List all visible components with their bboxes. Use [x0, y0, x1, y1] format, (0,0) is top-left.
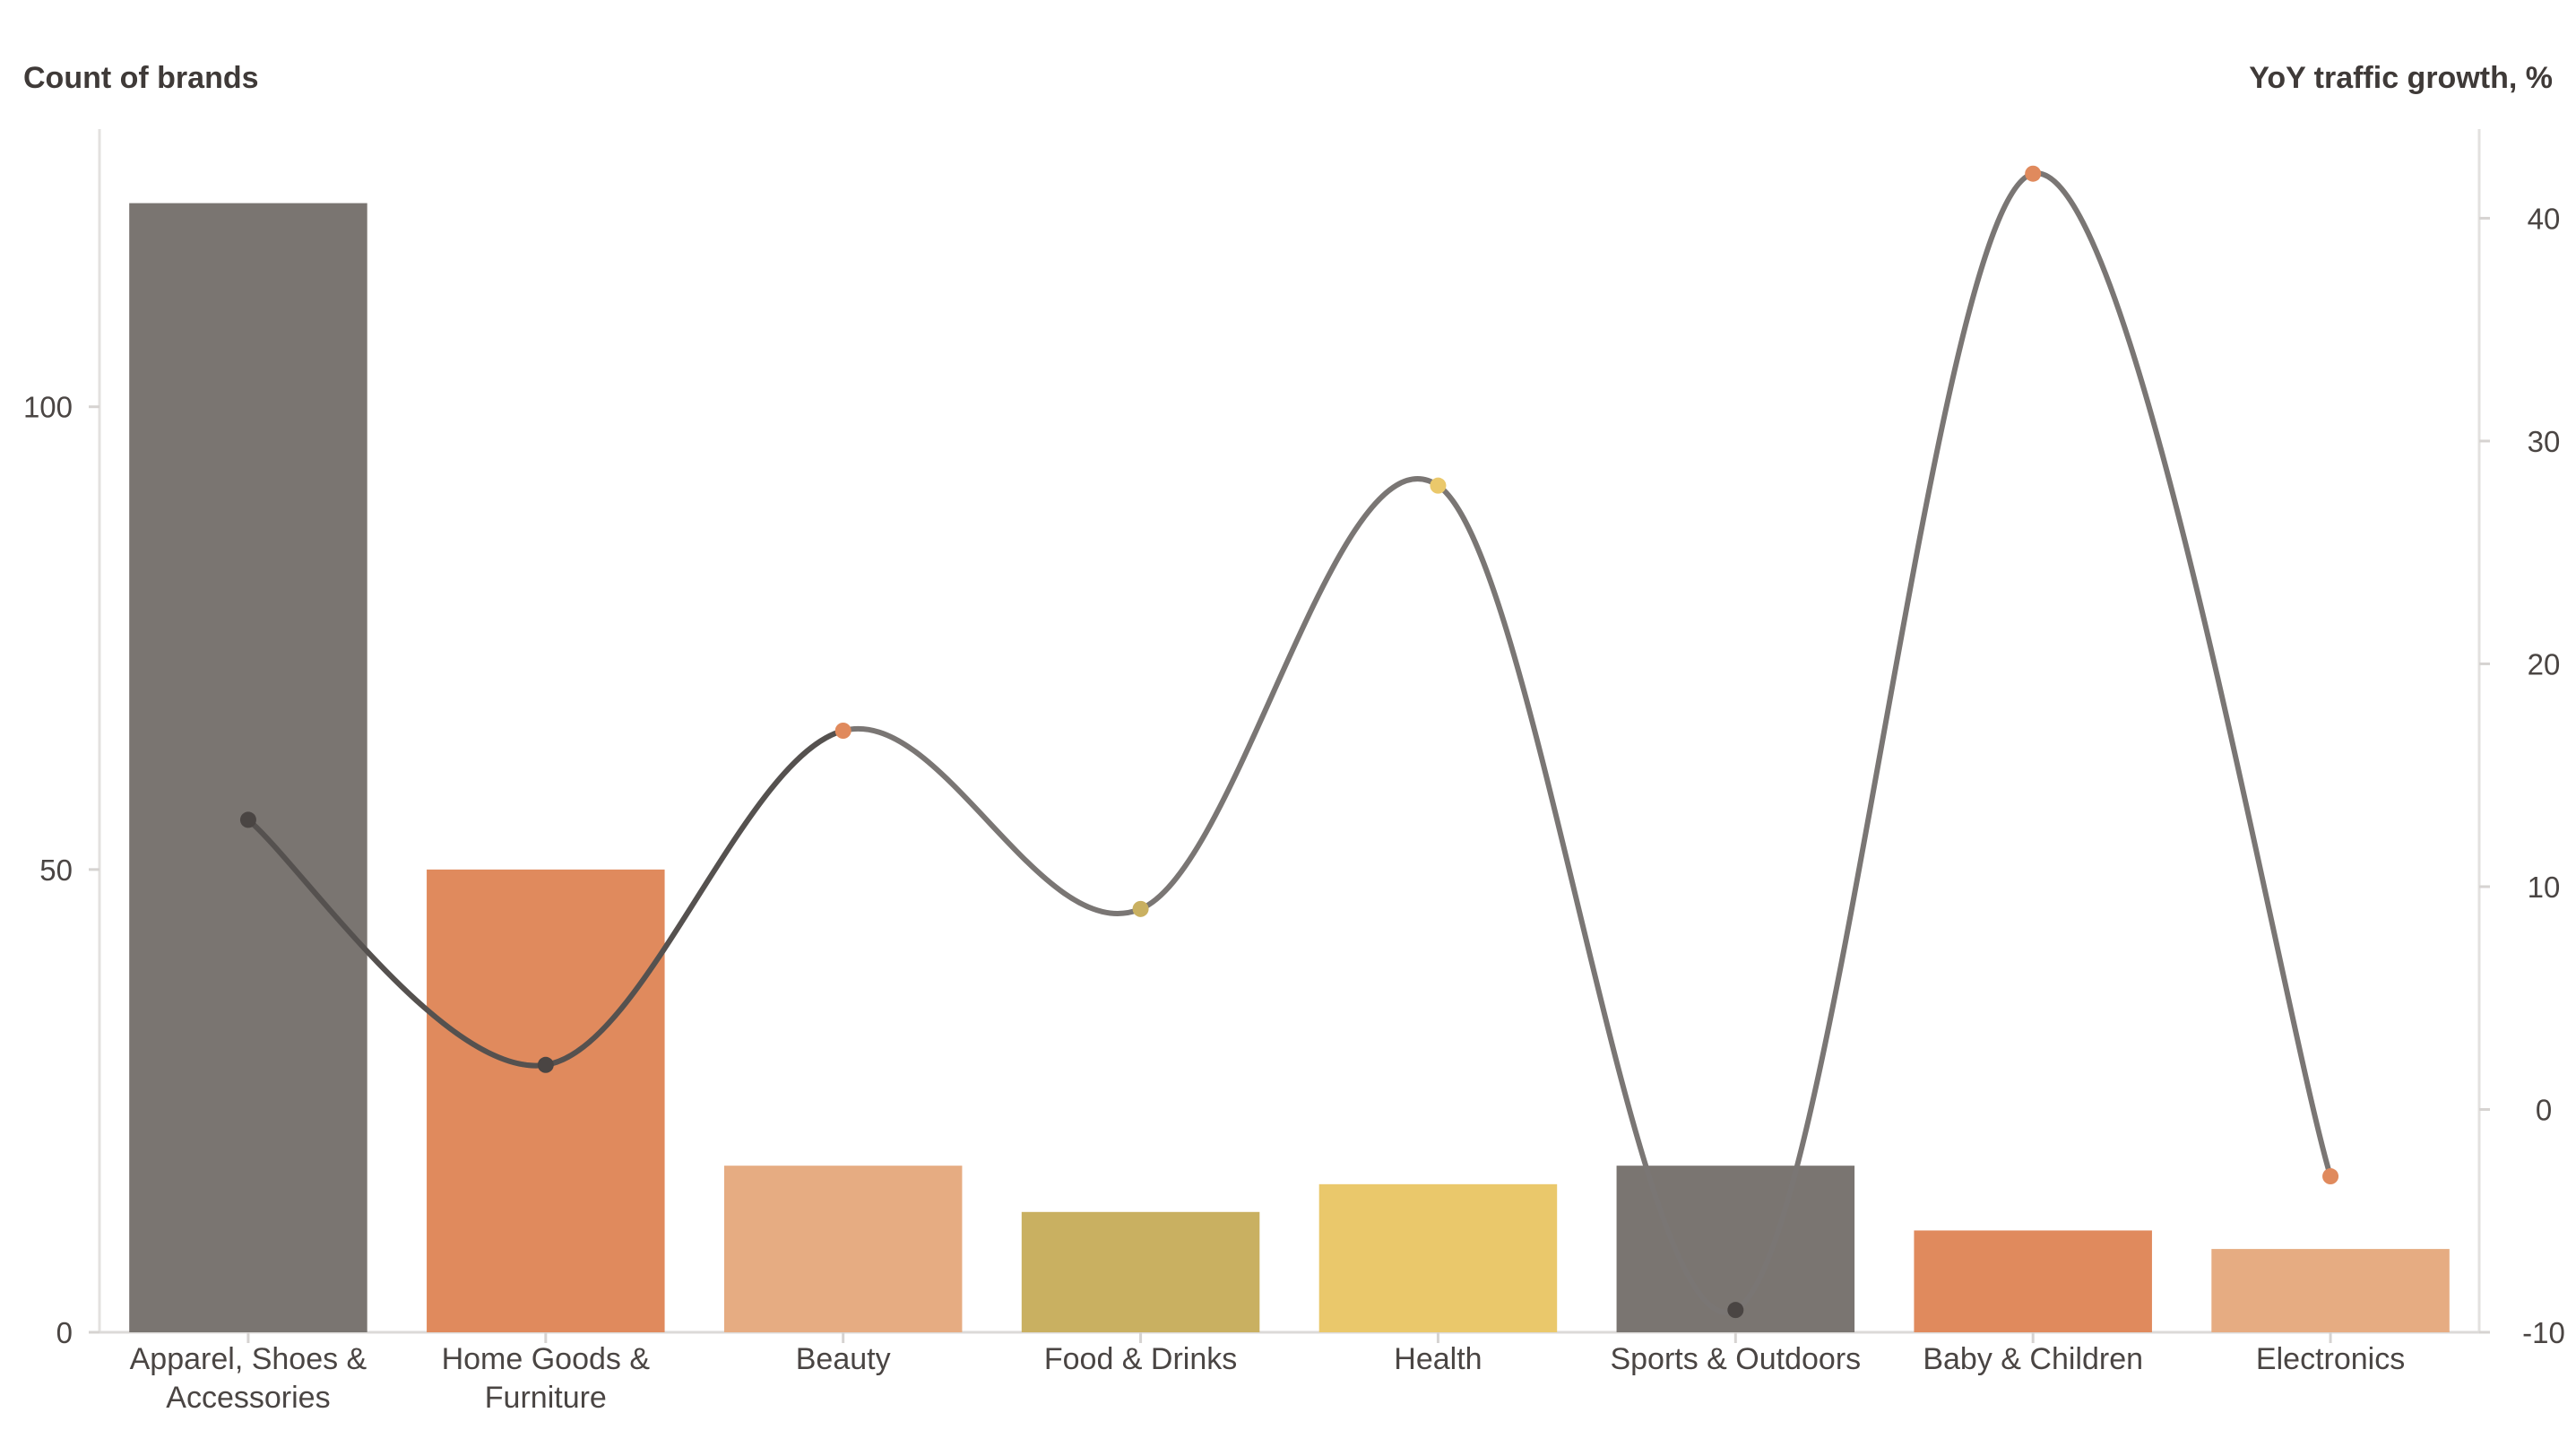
- left-tick-label: 100: [23, 391, 73, 424]
- line-markers: [239, 165, 2339, 1319]
- line-segment: [2030, 170, 2334, 1180]
- left-tick-label: 0: [56, 1316, 73, 1349]
- line-point: [239, 811, 256, 828]
- line-point: [537, 1056, 554, 1073]
- category-labels: Apparel, Shoes & Accessories Home Goods & F…: [130, 1332, 2405, 1415]
- line-segment-highlight: [245, 817, 549, 1069]
- right-tick-label: 0: [2536, 1093, 2552, 1126]
- right-axis-title: YoY traffic growth, %: [2249, 61, 2553, 95]
- right-tick-label: 10: [2528, 871, 2561, 904]
- line-segment: [1733, 170, 2036, 1313]
- category-label: Beauty: [796, 1342, 891, 1376]
- bar: [129, 203, 367, 1333]
- category-label-line: Food & Drinks: [1044, 1342, 1237, 1376]
- line-point: [1132, 900, 1149, 917]
- category-label-line: Electronics: [2256, 1342, 2405, 1376]
- line-point: [834, 723, 851, 739]
- right-axis-ticks: -10 0 10 20 30 40: [2479, 202, 2565, 1349]
- left-axis-ticks: 0 50 100: [23, 391, 99, 1349]
- line-point: [1430, 477, 1447, 494]
- category-label: Food & Drinks: [1044, 1342, 1237, 1376]
- category-label-line: Apparel, Shoes &: [130, 1342, 367, 1376]
- bar: [2211, 1249, 2450, 1332]
- category-label-line: Baby & Children: [1923, 1342, 2143, 1376]
- left-axis-title: Count of brands: [23, 61, 259, 95]
- bar: [1914, 1230, 2152, 1332]
- bar: [1318, 1183, 1558, 1332]
- right-tick-label: -10: [2522, 1316, 2565, 1349]
- category-label: Home Goods & Furniture: [442, 1342, 651, 1415]
- line-segment: [1435, 482, 1739, 1315]
- line-series: [245, 170, 2334, 1315]
- line-point: [1727, 1302, 1744, 1319]
- category-label: Apparel, Shoes & Accessories: [130, 1342, 367, 1415]
- category-label-line: Accessories: [166, 1381, 330, 1415]
- line-segment: [840, 725, 1144, 916]
- line-point: [2322, 1168, 2339, 1185]
- right-tick-label: 30: [2528, 425, 2561, 458]
- category-label-line: Furniture: [485, 1381, 607, 1415]
- category-label: Electronics: [2256, 1342, 2405, 1376]
- line-segment: [1137, 476, 1441, 912]
- bar-series: [129, 203, 2450, 1333]
- line-point: [2025, 165, 2042, 182]
- category-label-line: Home Goods &: [442, 1342, 651, 1376]
- left-tick-label: 50: [39, 854, 73, 887]
- right-tick-label: 40: [2528, 202, 2561, 235]
- category-label-line: Health: [1394, 1342, 1482, 1376]
- bar: [427, 869, 665, 1332]
- right-tick-label: 20: [2528, 647, 2561, 680]
- category-label: Health: [1394, 1342, 1482, 1376]
- bar: [723, 1166, 963, 1332]
- category-label-line: Beauty: [796, 1342, 891, 1376]
- category-label-line: Sports & Outdoors: [1610, 1342, 1861, 1376]
- category-label: Baby & Children: [1923, 1342, 2143, 1376]
- line-segment-highlight: [542, 728, 846, 1068]
- bar: [1021, 1211, 1260, 1332]
- category-label: Sports & Outdoors: [1610, 1342, 1861, 1376]
